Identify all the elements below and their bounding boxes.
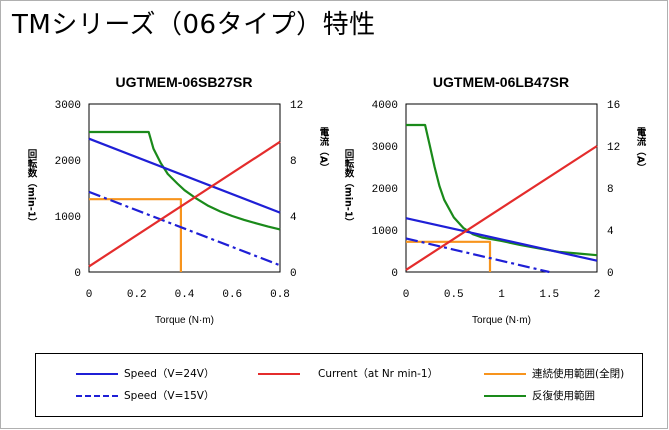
y-left-tick-label: 3000	[372, 142, 398, 154]
y-right-tick-label: 0	[607, 268, 614, 280]
y-left-tick-label: 2000	[372, 184, 398, 196]
series-line-speed	[88, 137, 281, 214]
legend-swatch-speed-24v	[76, 373, 118, 375]
legend-label-intermittent: 反復使用範囲	[532, 390, 595, 402]
x-tick-label: 0.8	[270, 289, 290, 301]
x-tick-label: 1	[498, 289, 505, 301]
legend-label-speed-24v: Speed（V=24V）	[124, 368, 215, 380]
x-tick-label: 0	[403, 289, 410, 301]
y-left-tick-label: 1000	[55, 212, 81, 224]
series-line-current	[88, 140, 281, 268]
y-right-axis-label: 電流（A）	[635, 127, 648, 173]
y-right-tick-label: 12	[607, 142, 620, 154]
y-left-tick-label: 0	[391, 268, 398, 280]
y-right-tick-label: 16	[607, 100, 620, 112]
legend-label-speed-15v: Speed（V=15V）	[124, 390, 215, 402]
series-line-intermittent	[406, 123, 598, 257]
y-left-tick-label: 1000	[372, 226, 398, 238]
chart-title: UGTMEM-06LB47SR	[433, 74, 569, 90]
x-tick-label: 0.6	[222, 289, 242, 301]
x-axis-label: Torque (N·m)	[472, 315, 531, 326]
series-line-continuous	[406, 240, 492, 272]
x-tick-label: 0.5	[444, 289, 464, 301]
page-title: TMシリーズ（06タイプ）特性	[12, 10, 376, 40]
y-left-tick-label: 4000	[372, 100, 398, 112]
y-right-tick-label: 8	[607, 184, 614, 196]
x-tick-label: 1.5	[539, 289, 559, 301]
plot-frame	[405, 103, 598, 273]
y-right-tick-label: 8	[290, 156, 297, 168]
x-axis-label: Torque (N·m)	[155, 315, 214, 326]
x-tick-label: 0.4	[175, 289, 195, 301]
y-left-tick-label: 0	[74, 268, 81, 280]
y-right-axis-label: 電流（A）	[318, 127, 331, 173]
series-line-speed	[405, 217, 598, 262]
series-line-current	[405, 145, 598, 271]
legend-label-continuous: 連続使用範囲(全閉)	[532, 368, 625, 380]
legend: Speed（V=24V） Speed（V=15V） Current（at Nr …	[35, 353, 643, 417]
y-left-tick-label: 3000	[55, 100, 81, 112]
x-tick-label: 0.2	[127, 289, 147, 301]
y-right-tick-label: 4	[607, 226, 614, 238]
x-tick-label: 2	[594, 289, 601, 301]
legend-swatch-current	[258, 373, 300, 375]
series-line-speed-15v	[405, 237, 550, 274]
chart-title: UGTMEM-06SB27SR	[116, 74, 253, 90]
legend-label-current: Current（at Nr min-1）	[318, 368, 439, 380]
y-right-tick-label: 0	[290, 268, 297, 280]
y-left-axis-label: 回転数（min-1）	[26, 149, 39, 227]
legend-swatch-intermittent	[484, 395, 526, 397]
legend-swatch-continuous	[484, 373, 526, 375]
y-right-tick-label: 4	[290, 212, 297, 224]
y-right-tick-label: 12	[290, 100, 303, 112]
series-line-speed-15v	[88, 190, 281, 267]
x-tick-label: 0	[86, 289, 93, 301]
series-line-intermittent	[89, 130, 281, 231]
series-line-continuous	[89, 198, 182, 272]
legend-swatch-speed-15v	[76, 395, 118, 397]
y-left-axis-label: 回転数（min-1）	[343, 149, 356, 227]
y-left-tick-label: 2000	[55, 156, 81, 168]
plot-frame	[88, 103, 281, 273]
